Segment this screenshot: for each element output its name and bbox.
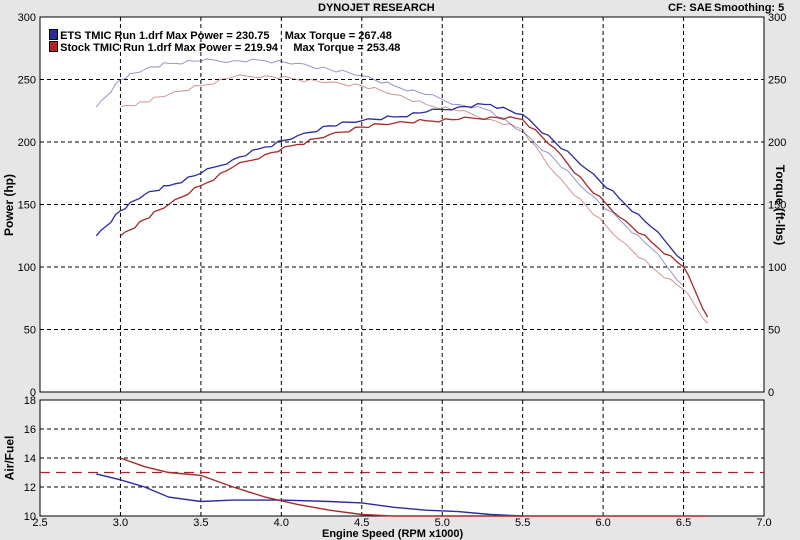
afr-series: [40, 457, 764, 517]
stock-torque-line: [120, 74, 709, 324]
legend-ets-text: ETS TMIC Run 1.drf Max Power = 230.75 Ma…: [60, 30, 392, 42]
power-tick-label: 300: [18, 12, 36, 24]
power-tick-label: 100: [18, 262, 36, 274]
power-grid: [40, 17, 764, 392]
power-tick-label: 200: [18, 137, 36, 149]
chart-title: DYNOJET RESEARCH: [318, 2, 435, 14]
ets-afr-line: [96, 473, 523, 517]
afr-grid: [40, 400, 764, 516]
x-tick-label: 3.0: [113, 517, 128, 529]
x-tick-label: 5.0: [435, 517, 450, 529]
x-tick-label: 4.0: [274, 517, 289, 529]
x-tick-label: 4.5: [354, 517, 369, 529]
power-torque-series: [95, 58, 709, 324]
x-tick-label: 6.5: [676, 517, 691, 529]
power-tick-label: 250: [18, 75, 36, 87]
x-tick-label: 6.0: [595, 517, 610, 529]
torque-tick-label: 0: [768, 387, 774, 399]
x-tick-label: 2.5: [32, 517, 47, 529]
ets-power-line: [95, 103, 684, 262]
correction-factor: CF: SAE: [668, 2, 712, 14]
smoothing-label: Smoothing: 5: [714, 2, 785, 14]
x-tick-label: 7.0: [756, 517, 771, 529]
torque-tick-label: 50: [768, 325, 780, 337]
torque-tick-label: 150: [768, 200, 786, 212]
legend-stock: Stock TMIC Run 1.drf Max Power = 219.94 …: [43, 29, 400, 54]
legend-ets-swatch: [49, 29, 59, 40]
stock-power-line: [119, 116, 709, 318]
power-tick-label: 150: [18, 200, 36, 212]
torque-tick-label: 100: [768, 262, 786, 274]
ets-torque-line: [95, 58, 684, 287]
power-tick-label: 0: [30, 387, 36, 399]
x-tick-label: 3.5: [193, 517, 208, 529]
power-axis-label: Power (hp): [2, 174, 16, 236]
afr-tick-label: 10: [24, 511, 36, 523]
afr-tick-label: 18: [24, 395, 36, 407]
x-tick-label: 5.5: [515, 517, 530, 529]
torque-tick-label: 200: [768, 137, 786, 149]
tick-labels: 2.5 3.0 3.5 4.0 4.5 5.0 5.5 6.0 6.5 7.0 0 0 50 50 100 1…: [18, 12, 787, 529]
afr-tick-label: 16: [24, 424, 36, 436]
afr-tick-label: 14: [24, 453, 36, 465]
torque-tick-label: 250: [768, 75, 786, 87]
legend-stock-text: Stock TMIC Run 1.drf Max Power = 219.94 …: [60, 42, 401, 54]
torque-axis-label: Torque (ft-lbs): [773, 164, 788, 246]
afr-tick-label: 12: [24, 482, 36, 494]
stock-afr-line: [120, 457, 708, 517]
legend-ets: ETS TMIC Run 1.drf Max Power = 230.75 Ma…: [43, 17, 392, 42]
torque-tick-label: 300: [768, 12, 786, 24]
x-axis-label: Engine Speed (RPM x1000): [322, 528, 464, 540]
afr-axis-label: Air/Fuel: [2, 435, 17, 481]
power-tick-label: 50: [24, 325, 36, 337]
legend-stock-swatch: [49, 41, 59, 52]
